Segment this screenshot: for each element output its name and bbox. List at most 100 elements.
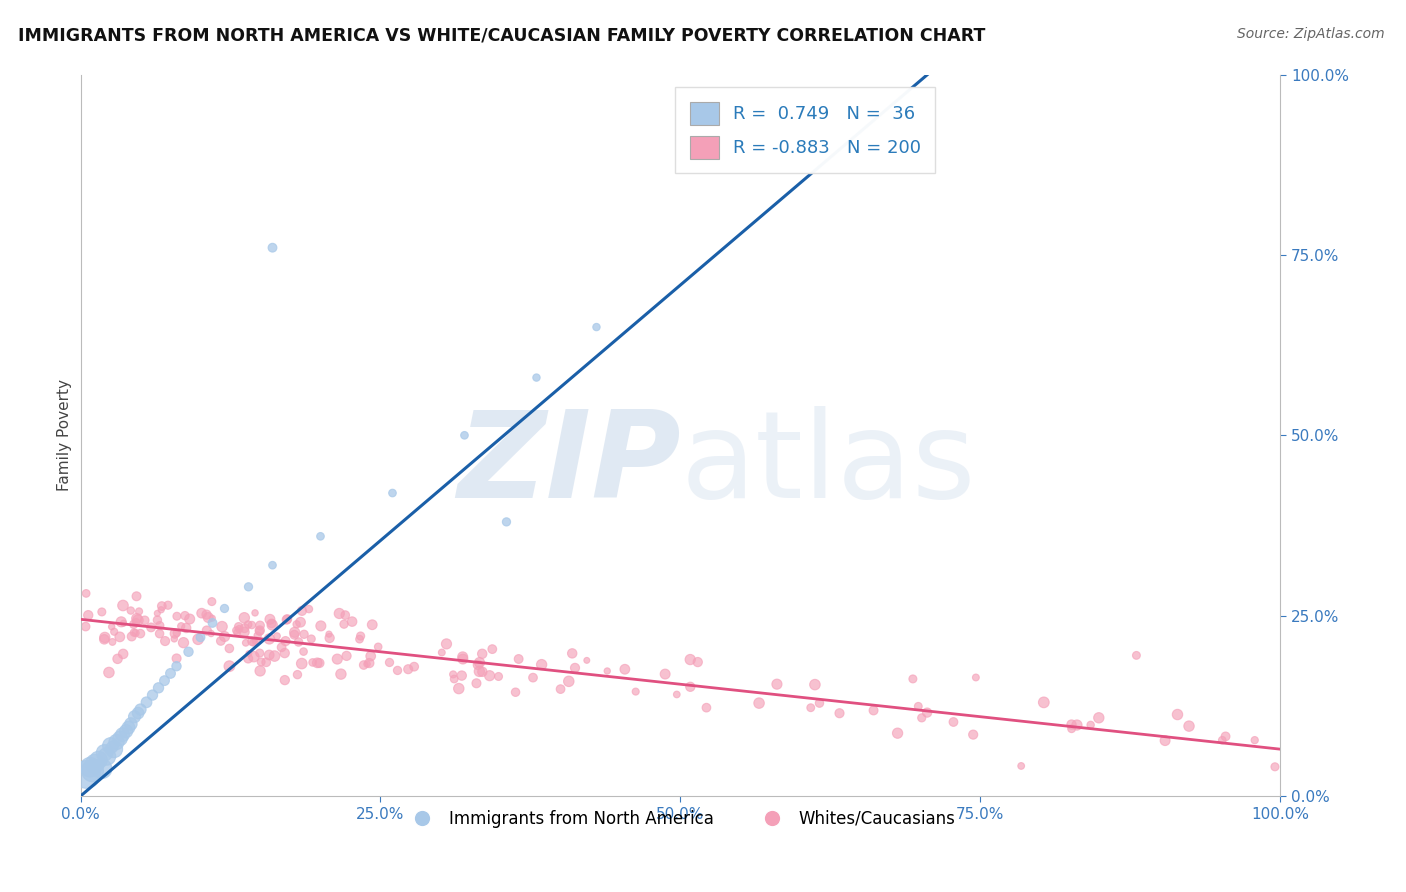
Point bbox=[1211, 733, 1233, 747]
Point bbox=[266, 629, 288, 643]
Point bbox=[585, 320, 607, 334]
Point bbox=[329, 667, 352, 681]
Point bbox=[471, 647, 494, 661]
Point bbox=[177, 645, 200, 659]
Point bbox=[163, 632, 186, 646]
Point bbox=[1088, 711, 1111, 725]
Point bbox=[159, 666, 181, 681]
Point bbox=[1060, 722, 1083, 736]
Point bbox=[453, 428, 475, 442]
Point bbox=[284, 625, 307, 640]
Point bbox=[111, 728, 134, 742]
Point bbox=[245, 633, 267, 648]
Point bbox=[287, 635, 309, 649]
Point bbox=[359, 656, 381, 670]
Point bbox=[153, 634, 176, 648]
Point bbox=[862, 703, 884, 717]
Point bbox=[309, 619, 332, 633]
Point bbox=[108, 630, 131, 644]
Point bbox=[495, 515, 517, 529]
Point bbox=[441, 667, 464, 681]
Point bbox=[804, 678, 827, 692]
Point bbox=[530, 657, 553, 672]
Point bbox=[249, 664, 271, 678]
Point bbox=[149, 618, 172, 632]
Point bbox=[233, 611, 256, 625]
Point bbox=[1215, 730, 1237, 744]
Point bbox=[561, 646, 583, 660]
Point bbox=[190, 631, 212, 645]
Point bbox=[233, 625, 256, 640]
Point bbox=[1066, 718, 1088, 732]
Point bbox=[103, 742, 125, 756]
Point bbox=[94, 631, 117, 645]
Point bbox=[135, 695, 157, 709]
Point bbox=[488, 669, 510, 683]
Point bbox=[1080, 718, 1102, 732]
Point bbox=[443, 672, 465, 686]
Point bbox=[149, 626, 172, 640]
Point bbox=[170, 619, 193, 633]
Point bbox=[100, 620, 122, 634]
Point bbox=[451, 649, 474, 664]
Point bbox=[108, 731, 131, 746]
Point bbox=[200, 626, 222, 640]
Point bbox=[257, 648, 280, 662]
Point bbox=[125, 615, 148, 630]
Point bbox=[800, 700, 823, 714]
Point bbox=[1178, 719, 1201, 733]
Point bbox=[259, 612, 281, 626]
Text: IMMIGRANTS FROM NORTH AMERICA VS WHITE/CAUCASIAN FAMILY POVERTY CORRELATION CHAR: IMMIGRANTS FROM NORTH AMERICA VS WHITE/C… bbox=[18, 27, 986, 45]
Point bbox=[907, 699, 929, 714]
Point bbox=[129, 702, 152, 716]
Point bbox=[240, 634, 263, 648]
Point bbox=[318, 627, 340, 641]
Point bbox=[367, 640, 389, 654]
Point bbox=[292, 627, 315, 641]
Point bbox=[467, 657, 489, 672]
Point bbox=[291, 657, 314, 671]
Point bbox=[233, 621, 256, 635]
Point bbox=[263, 648, 285, 663]
Point bbox=[624, 684, 647, 698]
Point bbox=[1010, 759, 1032, 773]
Point bbox=[218, 659, 240, 673]
Point bbox=[340, 615, 363, 629]
Point bbox=[436, 637, 458, 651]
Point bbox=[1154, 733, 1177, 747]
Point bbox=[505, 685, 527, 699]
Point bbox=[243, 634, 266, 648]
Point bbox=[90, 605, 112, 619]
Point bbox=[242, 635, 264, 649]
Point bbox=[139, 620, 162, 634]
Point bbox=[558, 674, 581, 689]
Point bbox=[179, 612, 201, 626]
Point bbox=[173, 635, 195, 649]
Point bbox=[333, 617, 356, 632]
Point bbox=[190, 606, 212, 620]
Point bbox=[166, 651, 188, 665]
Point bbox=[238, 651, 260, 665]
Point bbox=[218, 641, 240, 656]
Point bbox=[100, 739, 122, 753]
Point bbox=[238, 617, 260, 632]
Point bbox=[124, 626, 146, 640]
Point bbox=[238, 580, 260, 594]
Point bbox=[468, 656, 491, 670]
Point bbox=[665, 688, 688, 702]
Text: ZIP: ZIP bbox=[457, 406, 681, 523]
Point bbox=[381, 486, 404, 500]
Point bbox=[163, 626, 186, 640]
Point bbox=[326, 652, 349, 666]
Point bbox=[228, 620, 250, 634]
Legend: Immigrants from North America, Whites/Caucasians: Immigrants from North America, Whites/Ca… bbox=[399, 804, 962, 835]
Point bbox=[276, 612, 298, 626]
Point bbox=[249, 624, 271, 639]
Point bbox=[125, 611, 148, 625]
Point bbox=[291, 604, 314, 618]
Point bbox=[122, 617, 145, 632]
Point bbox=[654, 667, 676, 681]
Point bbox=[349, 629, 371, 643]
Point bbox=[120, 603, 142, 617]
Point bbox=[679, 652, 702, 666]
